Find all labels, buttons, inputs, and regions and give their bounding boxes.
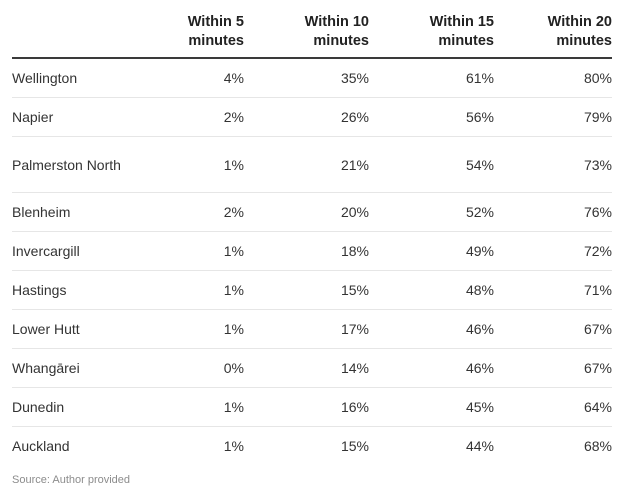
value-cell: 79% [583, 109, 612, 125]
table-row: Auckland 1% 15% 44% 68% [12, 427, 612, 465]
city-name: Invercargill [12, 243, 80, 259]
column-header-within-15: Within 15 minutes [430, 13, 494, 51]
value-cell: 67% [583, 321, 612, 337]
value-cell: 1% [223, 282, 244, 298]
value-cell: 1% [223, 243, 244, 259]
value-cell: 15% [340, 438, 369, 454]
city-name: Hastings [12, 282, 67, 298]
value-cell: 2% [223, 204, 244, 220]
table-row: Wellington 4% 35% 61% 80% [12, 59, 612, 98]
table-row: Lower Hutt 1% 17% 46% 67% [12, 310, 612, 349]
value-cell: 4% [223, 70, 244, 86]
value-cell: 80% [583, 70, 612, 86]
value-cell: 61% [465, 70, 494, 86]
value-cell: 46% [465, 321, 494, 337]
table-row: Blenheim 2% 20% 52% 76% [12, 193, 612, 232]
city-name: Napier [12, 109, 54, 125]
table-row: Palmerston North 1% 21% 54% 73% [12, 137, 612, 193]
city-name: Whangārei [12, 360, 80, 376]
value-cell: 64% [583, 399, 612, 415]
city-name: Lower Hutt [12, 321, 80, 337]
city-name: Blenheim [12, 204, 71, 220]
value-cell: 16% [340, 399, 369, 415]
value-cell: 72% [583, 243, 612, 259]
value-cell: 26% [340, 109, 369, 125]
column-header-line: Within 15 [429, 14, 494, 30]
column-header-line: Within 10 [304, 14, 369, 30]
source-note: Source: Author provided [12, 474, 131, 486]
table-row: Dunedin 1% 16% 45% 64% [12, 388, 612, 427]
value-cell: 56% [465, 109, 494, 125]
column-header-line: Within 20 [547, 14, 612, 30]
value-cell: 2% [223, 109, 244, 125]
value-cell: 1% [223, 438, 244, 454]
value-cell: 18% [340, 243, 369, 259]
value-cell: 45% [465, 399, 494, 415]
table-body: Wellington 4% 35% 61% 80% Napier 2% 26% 56% 79% Pa… [12, 59, 612, 465]
value-cell: 14% [340, 360, 369, 376]
value-cell: 0% [223, 360, 244, 376]
value-cell: 21% [340, 156, 369, 173]
data-table: Within 5 minutes Within 10 minutes Withi… [12, 0, 612, 465]
value-cell: 68% [583, 438, 612, 454]
table-row: Invercargill 1% 18% 49% 72% [12, 232, 612, 271]
column-header-within-20: Within 20 minutes [548, 13, 612, 51]
value-cell: 15% [340, 282, 369, 298]
value-cell: 76% [583, 204, 612, 220]
city-name: Dunedin [12, 399, 65, 415]
column-header-line: minutes [188, 33, 244, 49]
column-header-line: minutes [438, 33, 494, 49]
value-cell: 48% [465, 282, 494, 298]
value-cell: 71% [583, 282, 612, 298]
value-cell: 17% [340, 321, 369, 337]
value-cell: 52% [465, 204, 494, 220]
table-header: Within 5 minutes Within 10 minutes Withi… [12, 0, 612, 59]
table-row: Napier 2% 26% 56% 79% [12, 98, 612, 137]
value-cell: 54% [465, 156, 494, 173]
value-cell: 49% [465, 243, 494, 259]
table-row: Hastings 1% 15% 48% 71% [12, 271, 612, 310]
value-cell: 73% [583, 156, 612, 173]
value-cell: 20% [340, 204, 369, 220]
value-cell: 1% [223, 321, 244, 337]
table-row: Whangārei 0% 14% 46% 67% [12, 349, 612, 388]
column-header-line: minutes [313, 33, 369, 49]
column-header-within-10: Within 10 minutes [305, 13, 369, 51]
column-header-line: Within 5 [187, 14, 244, 30]
value-cell: 1% [223, 156, 244, 173]
value-cell: 67% [583, 360, 612, 376]
value-cell: 1% [223, 399, 244, 415]
city-name: Auckland [12, 438, 70, 454]
value-cell: 46% [465, 360, 494, 376]
value-cell: 44% [465, 438, 494, 454]
city-name: Wellington [12, 70, 78, 86]
column-header-line: minutes [556, 33, 612, 49]
column-header-within-5: Within 5 minutes [188, 13, 244, 51]
city-name: Palmerston North [12, 156, 121, 173]
value-cell: 35% [340, 70, 369, 86]
